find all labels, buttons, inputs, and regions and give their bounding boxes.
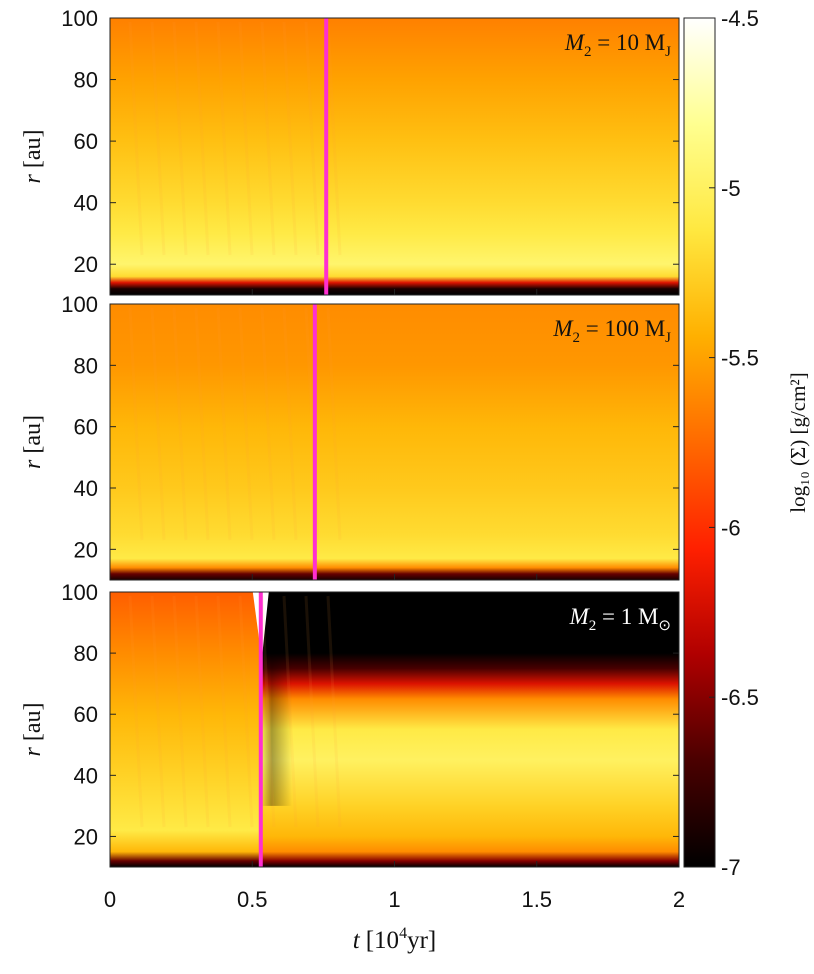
annotation-sub: 2 (572, 330, 580, 346)
colorbar-tick-label: -7 (721, 855, 741, 880)
colorbar-tick-label: -5.5 (721, 346, 759, 371)
panel-2: 20 40 60 80 100 r [au] M2 = 100 MJ (20, 292, 680, 581)
ripple-line (216, 21, 232, 256)
ripple-line (172, 21, 188, 256)
colorbar-gradient (683, 17, 716, 868)
ripple-line (216, 307, 232, 541)
x-axis: 0 0.5 1 1.5 2 t [104yr] (104, 289, 685, 954)
ripple-line (238, 21, 254, 256)
ripple-line (128, 21, 144, 256)
y-tick-label: 80 (74, 641, 98, 666)
y-axis-label: r [au] (20, 703, 46, 757)
x-tick-label: 0.5 (237, 887, 268, 912)
y-tick-label: 40 (74, 476, 98, 501)
annotation-unit-sub: J (665, 330, 671, 346)
heatmap-field (110, 304, 679, 580)
x-axis-label-exp: 4 (399, 925, 407, 942)
x-axis-label-unit-end: yr] (407, 927, 436, 954)
y-tick-label: 80 (74, 68, 98, 93)
colorbar-tick-label: -4.5 (721, 6, 759, 31)
annotation-value: = 1 M (596, 604, 658, 629)
y-axis-label-unit: [au] (20, 415, 46, 454)
x-tick-label: 0 (104, 887, 116, 912)
y-tick-label: 60 (74, 702, 98, 727)
colorbar-label: log₁₀ (Σ) [g/cm²] (786, 372, 810, 512)
annotation-value: = 100 M (580, 316, 665, 341)
y-axis-label-var: r (20, 459, 46, 469)
ripple-line (326, 21, 342, 256)
ripple-line (172, 307, 188, 541)
y-tick-label: 100 (61, 6, 98, 31)
ripple-line (304, 21, 320, 256)
annotation-sub: 2 (589, 618, 597, 634)
y-axis-label-var: r (20, 173, 46, 183)
transition-region (260, 653, 293, 806)
ripple-line (326, 307, 342, 541)
ripple-line (150, 595, 166, 828)
ripple-line (260, 595, 276, 828)
ripple-line (282, 21, 298, 256)
y-tick-label: 20 (74, 252, 98, 277)
colorbar: -4.5 -5 -5.5 -6 -6.5 -7 log₁₀ (Σ) [g/cm²] (683, 6, 810, 880)
panel-1: 20 40 60 80 100 r [au] M2 = 10 MJ (20, 6, 680, 296)
ripple-line (282, 307, 298, 541)
annotation-mass: M (564, 30, 586, 55)
ripple-line (282, 595, 298, 828)
ripple-line (194, 595, 210, 828)
ripple-line (194, 307, 210, 541)
y-tick-label: 20 (74, 824, 98, 849)
panel-annotation: M2 = 10 MJ (564, 30, 671, 60)
ripple-line (238, 307, 254, 541)
y-tick-label: 40 (74, 763, 98, 788)
y-tick-label: 20 (74, 537, 98, 562)
x-tick-label: 1 (388, 887, 400, 912)
panel-annotation: M2 = 1 M⊙ (569, 604, 671, 634)
x-tick-label: 1.5 (521, 887, 552, 912)
ripple-line (260, 21, 276, 256)
y-axis-label-unit: [au] (20, 130, 46, 169)
annotation-mass: M (569, 604, 591, 629)
x-axis-label-var: t (353, 927, 361, 954)
y-axis-label-unit: [au] (20, 703, 46, 742)
heatmap-field-before (110, 592, 261, 867)
ripple-line (326, 595, 342, 828)
colorbar-tick-label: -6 (721, 515, 741, 540)
annotation-value: = 10 M (591, 30, 665, 55)
x-axis-label: t [104yr] (353, 925, 436, 954)
ripple-line (150, 307, 166, 541)
annotation-unit-sub: J (665, 44, 671, 60)
ripple-line (304, 595, 320, 828)
x-tick-label: 2 (673, 887, 685, 912)
y-axis-label-var: r (20, 746, 46, 756)
annotation-unit-sub: ⊙ (658, 618, 671, 634)
y-tick-label: 60 (74, 129, 98, 154)
ripple-line (238, 595, 254, 828)
ripple-line (260, 307, 276, 541)
y-tick-label: 100 (61, 580, 98, 605)
panel-3: 20 40 60 80 100 r [au] M2 = 1 M⊙ (20, 580, 680, 868)
ripple-line (128, 595, 144, 828)
heatmap-field-after (260, 592, 679, 867)
y-tick-label: 40 (74, 191, 98, 216)
annotation-mass: M (552, 316, 574, 341)
x-axis-label-unit: [10 (366, 927, 399, 954)
ripple-line (150, 21, 166, 256)
y-axis-label: r [au] (20, 130, 46, 184)
colorbar-tick-label: -6.5 (721, 685, 759, 710)
colorbar-tick-label: -5 (721, 176, 741, 201)
y-axis-label: r [au] (20, 415, 46, 469)
annotation-sub: 2 (584, 44, 592, 60)
y-tick-label: 80 (74, 353, 98, 378)
y-tick-label: 60 (74, 415, 98, 440)
ripple-line (172, 595, 188, 828)
heatmap-field (110, 18, 679, 295)
y-tick-label: 100 (61, 292, 98, 317)
panel-annotation: M2 = 100 MJ (552, 316, 671, 346)
ripple-line (194, 21, 210, 256)
ripple-line (216, 595, 232, 828)
ripple-line (128, 307, 144, 541)
